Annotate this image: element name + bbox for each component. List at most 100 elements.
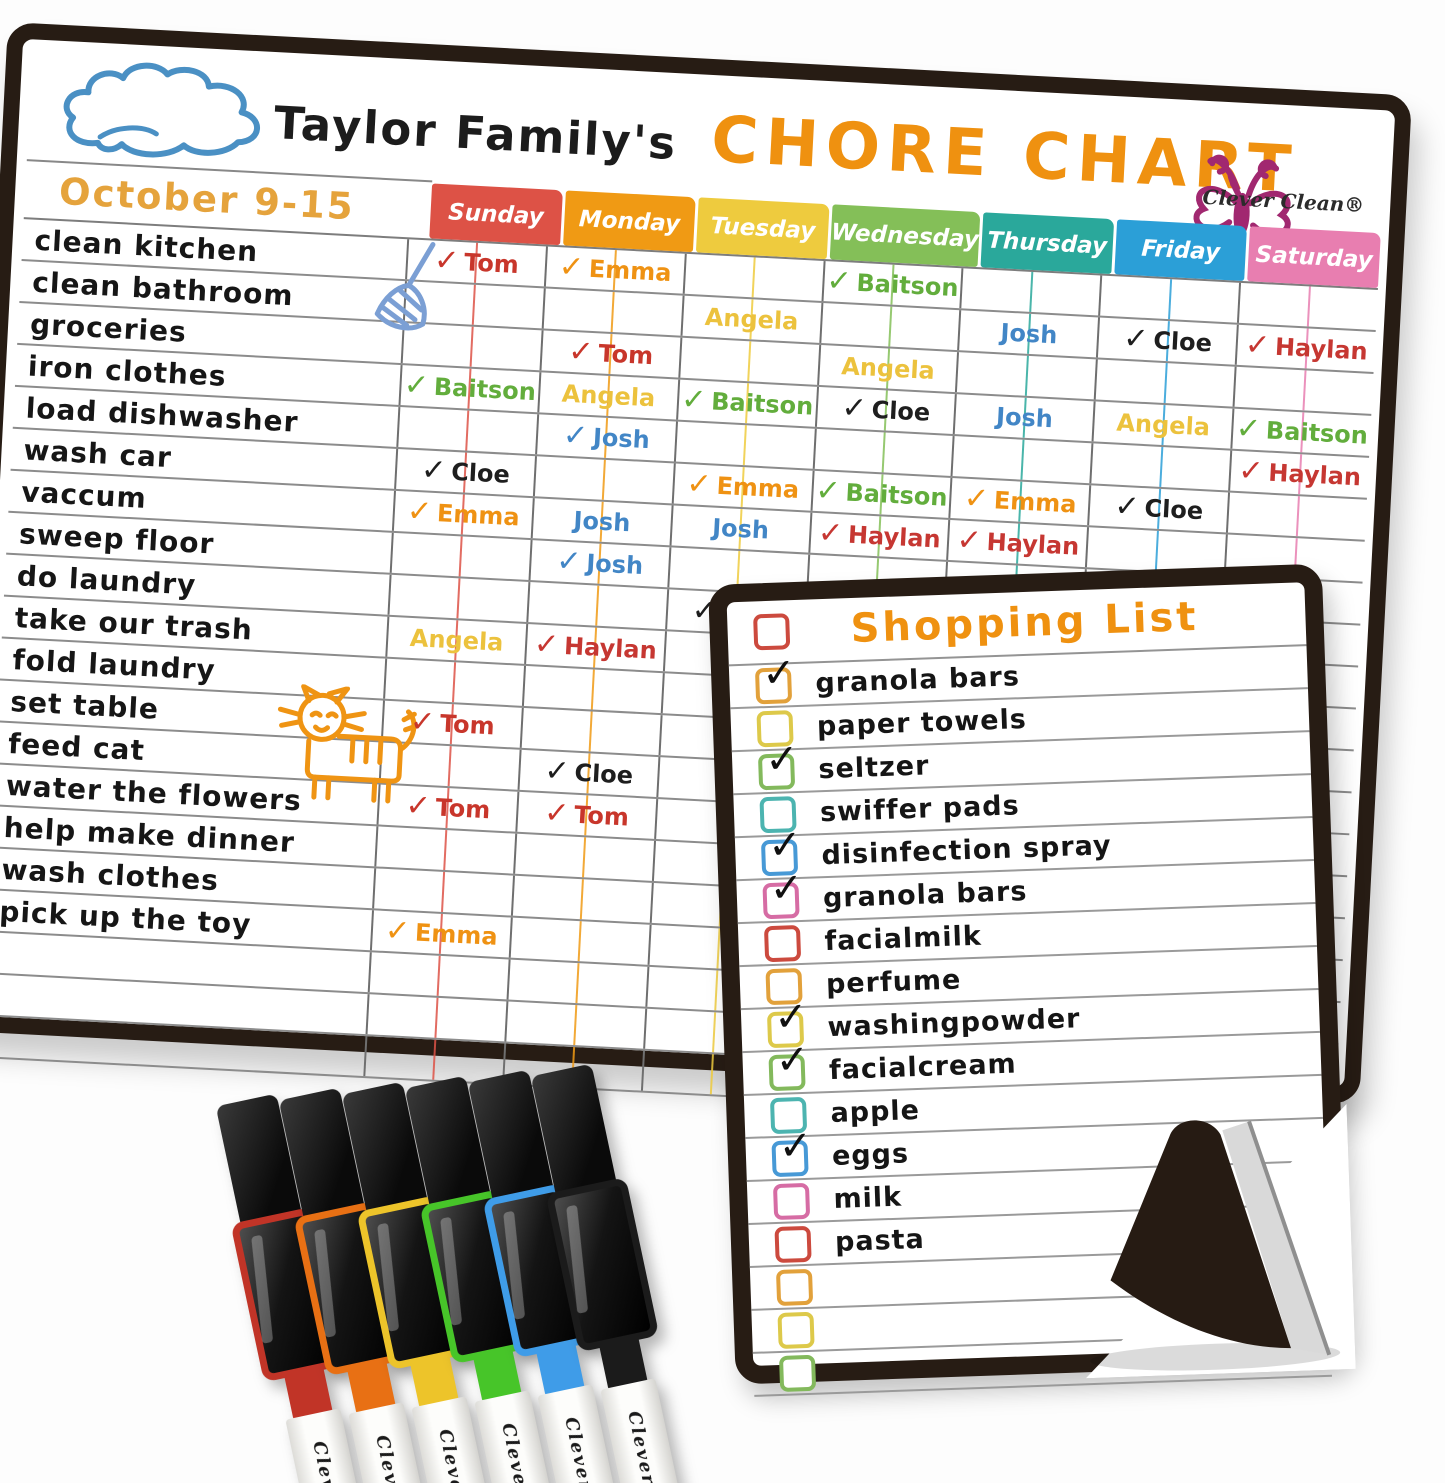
cell-sunday: ✓ Emma (391, 490, 533, 539)
check-mark: ✓ (384, 913, 412, 950)
cell-friday (1094, 359, 1235, 407)
check-mark: ✓ (543, 795, 571, 832)
cell-thursday (959, 268, 1101, 316)
check-mark: ✓ (1244, 327, 1271, 364)
item-label: swiffer pads (819, 790, 1021, 829)
item-label: disinfection spray (820, 830, 1113, 872)
assignee-name: Tom (434, 793, 491, 825)
cell-sunday (396, 406, 538, 455)
item-checkbox (772, 1182, 811, 1220)
day-header-tuesday: Tuesday (696, 197, 830, 260)
day-guide-line (1295, 496, 1300, 537)
item-checkbox: ✓ (762, 864, 804, 919)
cell-sunday (365, 994, 507, 1042)
day-guide-line (472, 284, 477, 325)
check-mark: ✓ (1113, 488, 1141, 525)
assignee-name: Angela (704, 302, 800, 336)
check-mark: ✓ (817, 515, 844, 552)
item-label: pasta (834, 1223, 926, 1258)
check-mark: ✓ (777, 1122, 813, 1170)
assignee-name: Josh (999, 318, 1059, 350)
day-guide-line (712, 1012, 717, 1053)
marker-barrel: Clever Clean® | dry erase (600, 1378, 753, 1483)
check-mark: ✓ (433, 242, 461, 279)
check-mark: ✓ (562, 417, 589, 454)
assignee-name: Angela (561, 379, 656, 413)
day-guide-line (465, 410, 470, 451)
shopping-title-checkbox (753, 613, 791, 651)
cell-wednesday: ✓Baitson (821, 260, 962, 309)
check-mark: ✓ (814, 472, 842, 510)
assignee-name: Cloe (450, 457, 511, 489)
cell-monday: Josh (530, 498, 672, 546)
cell-monday (521, 665, 663, 714)
item-checkbox (774, 1225, 812, 1263)
day-header-thursday: Thursday (980, 212, 1114, 275)
day-guide-line (1306, 286, 1311, 327)
cell-monday (512, 833, 654, 881)
check-mark: ✓ (761, 649, 797, 697)
day-guide-line (1302, 370, 1307, 411)
day-guide-line (456, 578, 461, 619)
day-guide-line (1029, 271, 1034, 312)
cell-tuesday: ✓ Emma (671, 463, 813, 511)
cell-thursday (950, 436, 1092, 484)
day-guide-line (888, 306, 893, 347)
cell-thursday: ✓ Haylan (946, 519, 1088, 568)
cat-doodle (277, 683, 419, 804)
cell-wednesday: ✓ Haylan (807, 512, 949, 560)
cell-saturday: ✓ Haylan (1234, 324, 1376, 372)
cell-thursday: Josh (953, 394, 1094, 442)
assignee-name: Cloe (573, 758, 634, 790)
assignee-name: Emma (588, 254, 673, 288)
assignee-name: Cloe (1152, 326, 1213, 358)
cell-tuesday (673, 421, 815, 469)
cell-saturday (1237, 282, 1378, 331)
cell-sunday (389, 532, 531, 580)
day-guide-line (1167, 279, 1172, 320)
day-guide-line (459, 536, 464, 577)
assignee-name: Baitson (855, 268, 960, 303)
check-mark: ✓ (1122, 320, 1150, 358)
item-label: facialmilk (823, 920, 983, 958)
assignee-name: Tom (597, 339, 654, 371)
day-guide-line (591, 669, 596, 710)
cell-sunday (372, 868, 513, 916)
cell-tuesday: Josh (669, 505, 810, 553)
item-checkbox: ✓ (771, 1122, 813, 1177)
day-guide-line (441, 871, 446, 913)
day-guide-line (1020, 439, 1025, 480)
chore-chart-board: Taylor Family's CHORE CHART Clever Clean… (0, 22, 1413, 1129)
assignee-name: Haylan (1274, 332, 1369, 366)
cell-friday: ✓Cloe (1096, 317, 1237, 365)
check-mark: ✓ (768, 864, 804, 912)
cell-monday (504, 1001, 645, 1049)
check-mark: ✓ (555, 543, 583, 580)
cell-monday (506, 959, 648, 1007)
day-header-wednesday: Wednesday (829, 204, 981, 268)
cell-monday (526, 581, 667, 630)
cell-saturday: ✓ Baitson (1230, 408, 1372, 456)
cell-tuesday: ✓ Baitson (675, 379, 817, 427)
item-label: apple (829, 1094, 921, 1130)
day-guide-line (582, 837, 587, 878)
day-guide-line (1158, 446, 1164, 487)
day-guide-line (573, 1005, 578, 1046)
check-mark: ✓ (402, 367, 430, 404)
item-label: granola bars (822, 876, 1028, 915)
check-mark: ✓ (962, 480, 990, 517)
day-guide-line (881, 432, 886, 473)
item-checkbox: ✓ (754, 650, 796, 704)
item-label: facialcream (828, 1048, 1018, 1087)
cloud-doodle (63, 62, 260, 158)
assignee-name: Cloe (870, 395, 931, 427)
day-guide-line (434, 997, 439, 1038)
cell-monday: ✓ Josh (528, 540, 670, 588)
day-header-monday: Monday (562, 190, 697, 253)
day-guide-line (709, 1054, 715, 1095)
cell-wednesday: ✓Baitson (810, 470, 951, 518)
item-checkbox (777, 1311, 815, 1349)
day-guide-line (443, 830, 448, 871)
assignee-name: Emma (715, 471, 800, 505)
cell-friday: ✓Cloe (1087, 485, 1229, 533)
